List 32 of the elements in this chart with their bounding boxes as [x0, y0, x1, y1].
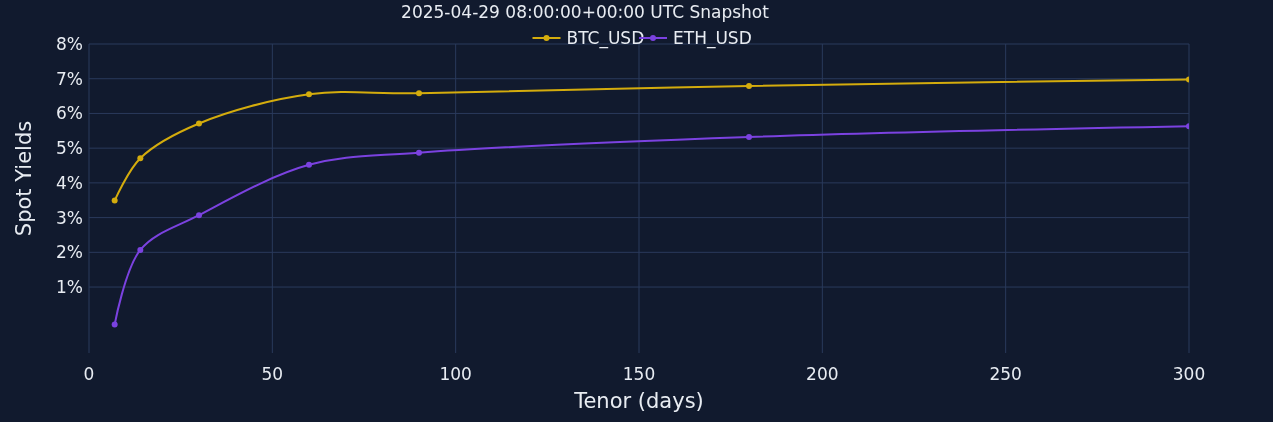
point: [746, 83, 752, 90]
x-tick-label: 200: [806, 364, 839, 384]
chart-title: 2025-04-29 08:00:00+00:00 UTC Snapshot: [401, 2, 770, 22]
point: [416, 90, 422, 97]
point: [111, 197, 118, 204]
y-tick-label: 6%: [56, 103, 83, 124]
y-tick-label: 1%: [56, 276, 83, 297]
y-tick-label: 4%: [56, 172, 83, 193]
y-axis-title: Spot Yields: [12, 120, 37, 237]
x-tick-label: 50: [261, 364, 284, 384]
y-tick-label: 8%: [56, 33, 83, 54]
point: [137, 155, 144, 162]
y-tick-label: 7%: [56, 68, 83, 89]
x-axis-title: Tenor (days): [573, 389, 704, 413]
point: [306, 161, 312, 168]
legend-label: BTC_USD: [566, 27, 645, 49]
x-tick-label: 0: [83, 364, 95, 384]
point: [306, 91, 312, 98]
y-tick-label: 2%: [56, 242, 83, 263]
x-tick-label: 150: [622, 364, 656, 384]
x-tick-label: 250: [989, 364, 1022, 384]
point: [416, 149, 422, 156]
x-tick-label: 300: [1172, 364, 1206, 384]
point: [137, 246, 144, 253]
point: [111, 321, 118, 328]
point: [746, 134, 752, 141]
x-tick-label: 100: [439, 364, 472, 384]
y-tick-label: 3%: [56, 207, 83, 228]
point: [196, 212, 202, 219]
legend-label: ETH_USD: [673, 27, 752, 49]
y-tick-label: 5%: [56, 138, 83, 159]
point: [196, 120, 202, 127]
